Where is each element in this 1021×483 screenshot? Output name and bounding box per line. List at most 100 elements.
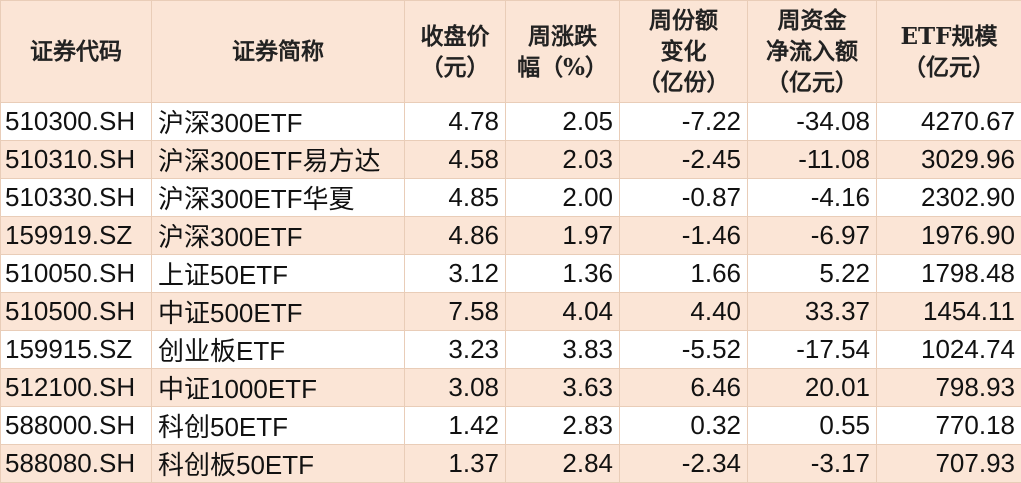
cell-share-change: 6.46: [620, 369, 748, 407]
header-line: 周涨跌: [512, 21, 613, 52]
cell-code: 510300.SH: [1, 103, 152, 141]
cell-name: 科创50ETF: [152, 407, 405, 445]
column-header-code: 证券代码: [1, 1, 152, 103]
cell-etf-size: 1976.90: [877, 217, 1021, 255]
cell-etf-size: 1024.74: [877, 331, 1021, 369]
column-header-share-change: 周份额变化（亿份）: [620, 1, 748, 103]
cell-share-change: -7.22: [620, 103, 748, 141]
cell-code: 510050.SH: [1, 255, 152, 293]
cell-etf-size: 1798.48: [877, 255, 1021, 293]
cell-net-inflow: 5.22: [748, 255, 877, 293]
cell-etf-size: 4270.67: [877, 103, 1021, 141]
cell-close-price: 3.23: [405, 331, 506, 369]
cell-code: 512100.SH: [1, 369, 152, 407]
cell-code: 159915.SZ: [1, 331, 152, 369]
cell-net-inflow: -17.54: [748, 331, 877, 369]
cell-name: 沪深300ETF华夏: [152, 179, 405, 217]
cell-share-change: -5.52: [620, 331, 748, 369]
cell-name: 沪深300ETF易方达: [152, 141, 405, 179]
cell-weekly-change-pct: 2.05: [506, 103, 620, 141]
cell-etf-size: 1454.11: [877, 293, 1021, 331]
cell-etf-size: 707.93: [877, 445, 1021, 483]
cell-close-price: 4.86: [405, 217, 506, 255]
cell-close-price: 3.08: [405, 369, 506, 407]
header-line: （亿份）: [626, 67, 741, 98]
header-line: 幅（%）: [512, 52, 613, 83]
cell-net-inflow: 33.37: [748, 293, 877, 331]
cell-weekly-change-pct: 2.03: [506, 141, 620, 179]
column-header-name: 证券简称: [152, 1, 405, 103]
header-line: 周资金: [754, 5, 870, 36]
cell-close-price: 4.78: [405, 103, 506, 141]
cell-net-inflow: -34.08: [748, 103, 877, 141]
cell-code: 510330.SH: [1, 179, 152, 217]
cell-name: 沪深300ETF: [152, 103, 405, 141]
cell-code: 588000.SH: [1, 407, 152, 445]
cell-code: 588080.SH: [1, 445, 152, 483]
cell-etf-size: 2302.90: [877, 179, 1021, 217]
cell-weekly-change-pct: 2.00: [506, 179, 620, 217]
column-header-weekly-change-pct: 周涨跌幅（%）: [506, 1, 620, 103]
column-header-net-inflow: 周资金净流入额（亿元）: [748, 1, 877, 103]
cell-weekly-change-pct: 3.63: [506, 369, 620, 407]
cell-share-change: -1.46: [620, 217, 748, 255]
cell-code: 510310.SH: [1, 141, 152, 179]
cell-weekly-change-pct: 1.97: [506, 217, 620, 255]
cell-net-inflow: -11.08: [748, 141, 877, 179]
header-line: （亿元）: [883, 52, 1015, 83]
cell-close-price: 7.58: [405, 293, 506, 331]
column-header-close-price: 收盘价（元）: [405, 1, 506, 103]
header-line: 净流入额: [754, 36, 870, 67]
header-line: （元）: [411, 52, 499, 83]
header-line: 变化: [626, 36, 741, 67]
cell-net-inflow: -3.17: [748, 445, 877, 483]
cell-code: 510500.SH: [1, 293, 152, 331]
cell-etf-size: 3029.96: [877, 141, 1021, 179]
cell-close-price: 4.85: [405, 179, 506, 217]
cell-weekly-change-pct: 3.83: [506, 331, 620, 369]
header-line: 证券简称: [158, 36, 398, 67]
cell-name: 沪深300ETF: [152, 217, 405, 255]
cell-share-change: 0.32: [620, 407, 748, 445]
header-row: 证券代码证券简称收盘价（元）周涨跌幅（%）周份额变化（亿份）周资金净流入额（亿元…: [1, 1, 1021, 103]
cell-net-inflow: 0.55: [748, 407, 877, 445]
header-line: 证券代码: [7, 36, 145, 67]
cell-close-price: 4.58: [405, 141, 506, 179]
cell-share-change: 4.40: [620, 293, 748, 331]
cell-name: 创业板ETF: [152, 331, 405, 369]
header-line: （亿元）: [754, 67, 870, 98]
cell-code: 159919.SZ: [1, 217, 152, 255]
cell-name: 中证500ETF: [152, 293, 405, 331]
cell-etf-size: 798.93: [877, 369, 1021, 407]
cell-name: 上证50ETF: [152, 255, 405, 293]
cell-name: 中证1000ETF: [152, 369, 405, 407]
header-line: 周份额: [626, 5, 741, 36]
cell-share-change: -2.45: [620, 141, 748, 179]
cell-share-change: -2.34: [620, 445, 748, 483]
header-line: ETF规模: [883, 21, 1015, 52]
cell-close-price: 1.42: [405, 407, 506, 445]
cell-net-inflow: 20.01: [748, 369, 877, 407]
cell-share-change: 1.66: [620, 255, 748, 293]
cell-net-inflow: -6.97: [748, 217, 877, 255]
cell-share-change: -0.87: [620, 179, 748, 217]
cell-weekly-change-pct: 2.84: [506, 445, 620, 483]
cell-close-price: 3.12: [405, 255, 506, 293]
column-header-etf-size: ETF规模（亿元）: [877, 1, 1021, 103]
cell-weekly-change-pct: 4.04: [506, 293, 620, 331]
cell-weekly-change-pct: 1.36: [506, 255, 620, 293]
cell-close-price: 1.37: [405, 445, 506, 483]
cell-etf-size: 770.18: [877, 407, 1021, 445]
cell-weekly-change-pct: 2.83: [506, 407, 620, 445]
